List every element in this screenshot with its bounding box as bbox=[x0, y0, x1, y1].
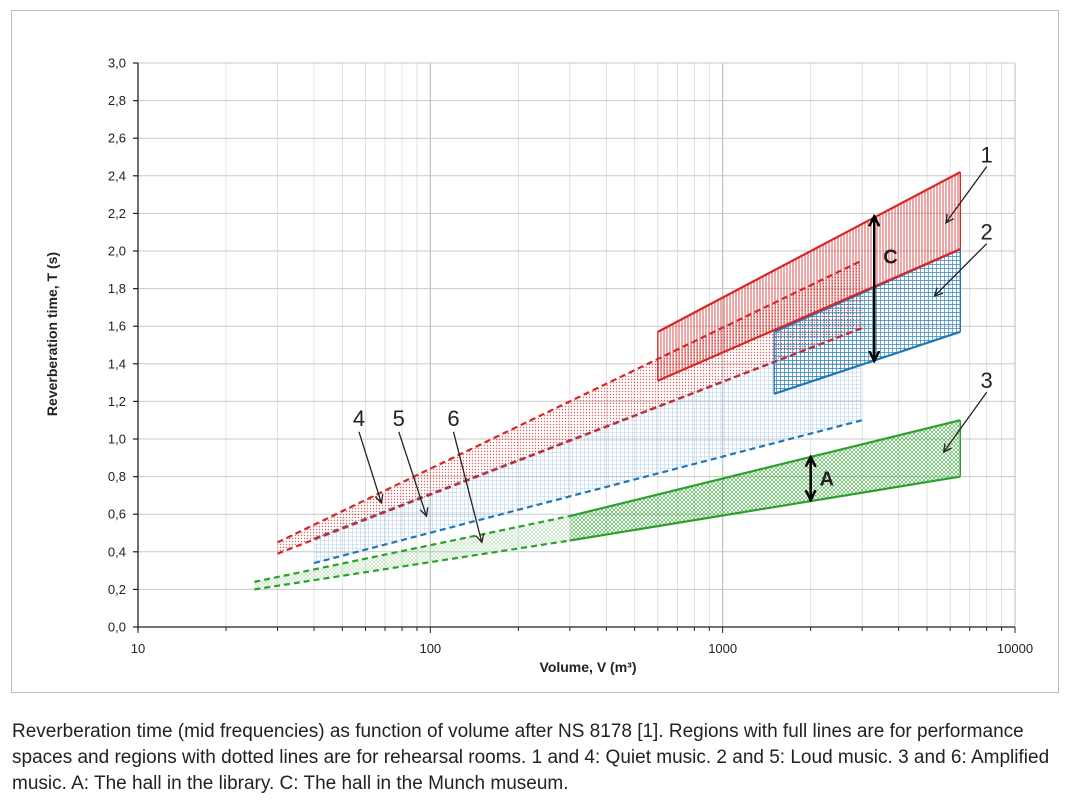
region-6-lower-line bbox=[254, 539, 570, 591]
marker-A-label: A bbox=[820, 468, 834, 490]
y-tick-label: 0,0 bbox=[108, 620, 126, 635]
callout-label-6: 6 bbox=[447, 406, 459, 431]
x-tick-label: 1000 bbox=[708, 641, 737, 656]
y-tick-label: 1,8 bbox=[108, 281, 126, 296]
callout-arrow-5 bbox=[398, 431, 427, 516]
callout-label-3: 3 bbox=[981, 368, 993, 393]
callout-arrow-2 bbox=[934, 243, 988, 296]
region-5-fill bbox=[314, 328, 863, 564]
reverberation-chart: 0,0 0,2 0,4 0,6 0,8 1,0 1,2 1,4 1,6 1,8 2,0 2,2 2,4 2… bbox=[44, 56, 1033, 676]
region-4-lower-line bbox=[277, 327, 863, 555]
x-axis-label: Volume, V (m³) bbox=[540, 659, 637, 675]
y-tick-label: 3,0 bbox=[108, 56, 126, 71]
region-2-fill bbox=[774, 249, 961, 394]
callout-label-1: 1 bbox=[981, 143, 993, 168]
region-1-upper-line bbox=[657, 171, 961, 333]
x-tick-label: 10000 bbox=[997, 641, 1033, 656]
callout-label-2: 2 bbox=[981, 220, 993, 245]
region-6-upper-line bbox=[254, 515, 571, 583]
y-tick-label: 2,0 bbox=[108, 244, 126, 259]
y-axis-label: Reverberation time, T (s) bbox=[44, 252, 60, 416]
callout-arrow-6 bbox=[452, 431, 481, 543]
y-tick-label: 2,6 bbox=[108, 131, 126, 146]
region-fills bbox=[254, 172, 961, 590]
y-tick-label: 0,6 bbox=[108, 507, 126, 522]
y-tick-label: 2,2 bbox=[108, 206, 126, 221]
annotations: 1 2 3 4 5 6 A C bbox=[353, 143, 993, 543]
callout-label-4: 4 bbox=[353, 406, 365, 431]
y-tick-label: 2,8 bbox=[108, 93, 126, 108]
x-tick-label: 10 bbox=[131, 641, 145, 656]
y-tick-label: 1,6 bbox=[108, 319, 126, 334]
region-boundary-lines bbox=[254, 171, 962, 591]
marker-C-label: C bbox=[883, 246, 897, 268]
region-1-fill bbox=[657, 172, 961, 381]
y-tick-label: 1,4 bbox=[108, 356, 126, 371]
y-tick-label: 1,2 bbox=[108, 394, 126, 409]
y-tick-label: 2,4 bbox=[108, 168, 126, 183]
callout-arrow-1 bbox=[946, 166, 988, 223]
region-3-lower-line bbox=[569, 475, 961, 542]
callout-arrow-4 bbox=[358, 431, 381, 503]
region-5-lower-line bbox=[313, 419, 863, 565]
region-1-lower-line bbox=[657, 248, 961, 382]
region-6-fill bbox=[254, 516, 570, 590]
region-3-upper-line bbox=[569, 419, 961, 518]
region-4-upper-line bbox=[277, 259, 863, 544]
axes: 0,0 0,2 0,4 0,6 0,8 1,0 1,2 1,4 1,6 1,8 2,0 2,2 2,4 2… bbox=[108, 56, 1033, 657]
figure-caption: Reverberation time (mid frequencies) as … bbox=[12, 721, 1050, 794]
callout-label-5: 5 bbox=[393, 406, 405, 431]
region-2-lower-line bbox=[773, 330, 961, 395]
y-tick-label: 0,4 bbox=[108, 544, 126, 559]
region-3-fill bbox=[569, 420, 961, 541]
callout-arrow-3 bbox=[944, 391, 988, 452]
y-tick-label: 1,0 bbox=[108, 432, 126, 447]
y-tick-label: 0,2 bbox=[108, 582, 126, 597]
x-tick-label: 100 bbox=[419, 641, 441, 656]
y-tick-label: 0,8 bbox=[108, 469, 126, 484]
